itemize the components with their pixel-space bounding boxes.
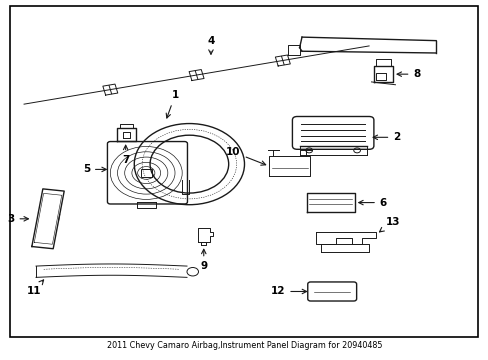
Text: 10: 10 (226, 147, 265, 165)
Text: 4: 4 (207, 36, 214, 54)
Text: 2: 2 (372, 132, 400, 142)
Text: 13: 13 (379, 217, 400, 232)
Bar (141, 170, 152, 177)
Text: 1: 1 (166, 90, 178, 118)
Text: 6: 6 (358, 198, 386, 208)
Text: 12: 12 (270, 287, 306, 297)
Text: 3: 3 (7, 214, 28, 224)
Text: 11: 11 (26, 280, 43, 296)
Text: 7: 7 (122, 145, 129, 165)
Text: 9: 9 (200, 249, 207, 271)
Text: 8: 8 (396, 69, 420, 79)
Text: 2011 Chevy Camaro Airbag,Instrument Panel Diagram for 20940485: 2011 Chevy Camaro Airbag,Instrument Pane… (106, 341, 382, 350)
Text: 5: 5 (82, 165, 106, 174)
